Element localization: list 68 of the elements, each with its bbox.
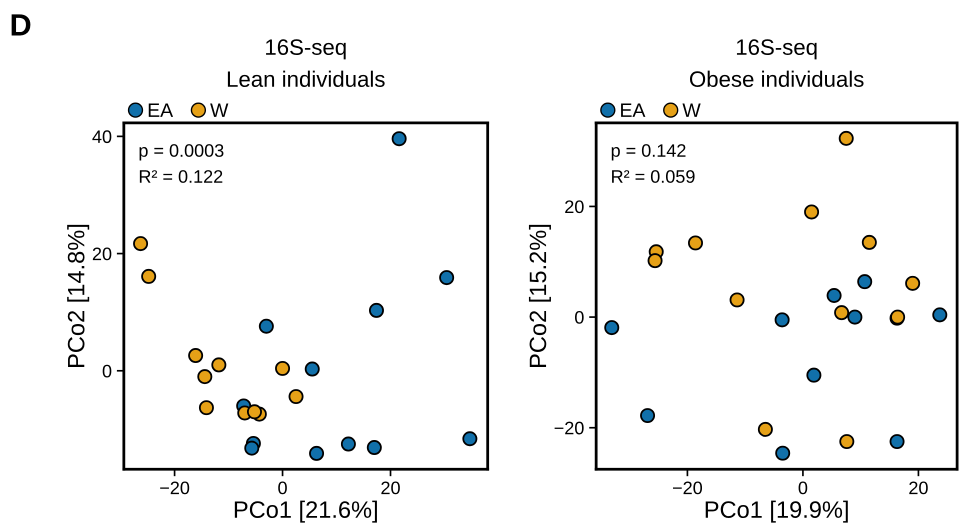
point xyxy=(133,236,148,252)
annotation: p = 0.142 xyxy=(612,144,686,161)
point xyxy=(188,348,204,364)
point xyxy=(857,274,872,290)
text: D xyxy=(12,14,30,36)
point xyxy=(340,436,356,452)
point xyxy=(244,440,260,456)
y-tick-label: −20 xyxy=(554,422,584,434)
point xyxy=(439,270,454,286)
legend-label: W xyxy=(682,104,701,117)
point xyxy=(366,440,382,456)
point xyxy=(288,389,304,404)
point xyxy=(211,357,226,372)
x-axis-title: PCo1 [19.9%] xyxy=(706,500,848,523)
point xyxy=(462,431,478,446)
legend-label: EA xyxy=(621,104,646,117)
point xyxy=(604,320,620,336)
x-tick-label: −20 xyxy=(160,482,190,494)
y-tick-label: 20 xyxy=(565,200,584,214)
point xyxy=(932,307,948,322)
x-tick-label: −20 xyxy=(672,482,702,494)
point xyxy=(806,368,822,383)
point xyxy=(392,131,407,146)
chart-subtitle: Obese individuals xyxy=(690,70,864,87)
point xyxy=(141,268,156,284)
annotation: p = 0.0003 xyxy=(140,144,224,161)
y-tick-label: 0 xyxy=(102,364,112,378)
y-tick-label: 20 xyxy=(92,248,112,260)
point xyxy=(648,253,663,268)
y-axis-title: PCo2 [15.2%] xyxy=(528,224,551,367)
point xyxy=(804,204,820,220)
legend-label: EA xyxy=(148,104,174,117)
y-tick-label: 0 xyxy=(575,311,584,324)
legend-label: W xyxy=(210,104,228,117)
point xyxy=(197,369,212,384)
point xyxy=(309,446,324,461)
point xyxy=(847,310,862,325)
point xyxy=(862,234,877,250)
point xyxy=(640,408,656,424)
point xyxy=(730,292,745,308)
point xyxy=(758,422,773,437)
point xyxy=(834,305,850,320)
y-tick-label: 40 xyxy=(92,130,112,144)
point xyxy=(246,404,262,420)
y-axis-title: PCo2 [14.8%] xyxy=(67,224,90,367)
point xyxy=(826,288,842,303)
x-tick-label: 20 xyxy=(909,482,928,494)
point xyxy=(368,302,384,318)
point xyxy=(258,318,274,334)
point xyxy=(905,276,920,291)
point xyxy=(304,362,320,377)
x-tick-label: 0 xyxy=(798,482,808,494)
point xyxy=(774,312,790,328)
x-tick-label: 0 xyxy=(278,482,287,494)
x-tick-label: 20 xyxy=(381,482,400,494)
chart-title: 16S-seq xyxy=(266,39,346,60)
x-axis-title: PCo1 [21.6%] xyxy=(234,500,377,523)
point xyxy=(275,360,290,376)
point xyxy=(688,235,703,250)
annotation: R² = 0.122 xyxy=(140,170,222,183)
point xyxy=(838,130,854,146)
point xyxy=(890,434,905,450)
point xyxy=(198,400,214,416)
annotation: R² = 0.059 xyxy=(612,170,695,183)
chart-subtitle: Lean individuals xyxy=(228,70,385,87)
point xyxy=(839,434,854,450)
point xyxy=(775,446,790,461)
chart-title: 16S-seq xyxy=(736,39,817,60)
